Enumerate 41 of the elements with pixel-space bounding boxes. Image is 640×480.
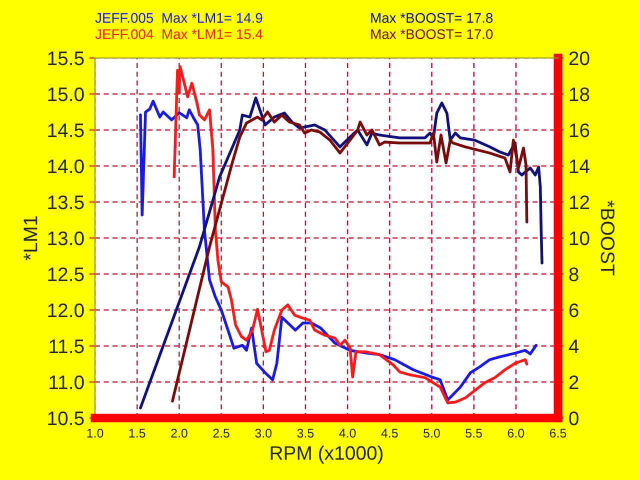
x-tick-label: 1.0: [87, 428, 104, 438]
y-tick-label: 15.0: [48, 87, 84, 102]
x-tick-label: 3.0: [255, 428, 272, 438]
y2-tick-label: 18: [570, 87, 590, 102]
y2-tick-label: 10: [570, 231, 590, 246]
y2-tick-label: 2: [569, 375, 578, 390]
y-axis-title: *LM1: [24, 216, 38, 260]
y2-tick-label: 4: [568, 340, 579, 354]
x-tick-label: 1.5: [129, 428, 146, 438]
x-tick-label: 3.5: [297, 428, 314, 438]
y2-tick-label: 20: [569, 51, 590, 66]
y2-axis-title: *BOOST: [600, 200, 615, 276]
y2-tick-label: 12: [570, 195, 590, 210]
y-tick-label: 13.0: [48, 231, 84, 246]
y2-tick-label: 8: [569, 267, 578, 282]
x-tick-label: 6.5: [550, 428, 566, 438]
y-tick-label: 12.5: [48, 267, 84, 282]
y2-tick-label: 6: [569, 303, 578, 318]
x-tick-label: 2.0: [171, 428, 188, 438]
x-tick-label: 4.5: [381, 428, 398, 438]
text: JEFF.005 Max *LM1= 14.9: [95, 13, 262, 23]
y2-tick-label: 16: [570, 123, 590, 138]
text: JEFF.004 Max *LM1= 15.4: [95, 29, 262, 40]
y-tick-label: 11.5: [50, 340, 84, 354]
x-tick-label: 2.5: [213, 428, 230, 438]
x-tick-label: 6.0: [508, 428, 524, 438]
y-tick-label: 13.5: [48, 195, 84, 210]
y2-tick-label: 0: [569, 411, 578, 426]
y-tick-label: 11.0: [50, 375, 84, 390]
y-tick-label: 14.0: [48, 159, 84, 174]
y-tick-label: 15.5: [48, 52, 84, 66]
x-tick-label: 5.5: [466, 428, 482, 438]
x-tick-label: 5.0: [424, 428, 440, 438]
x-tick-label: 4.0: [339, 428, 356, 438]
x-axis-title: RPM (x1000): [270, 446, 383, 464]
text: Max *BOOST= 17.8: [371, 13, 493, 23]
y-tick-label: 10.5: [48, 411, 84, 426]
y-tick-label: 12.0: [48, 303, 84, 318]
y2-tick-label: 14: [570, 160, 590, 174]
text: Max *BOOST= 17.0: [371, 29, 493, 40]
y-tick-label: 14.5: [48, 124, 84, 138]
